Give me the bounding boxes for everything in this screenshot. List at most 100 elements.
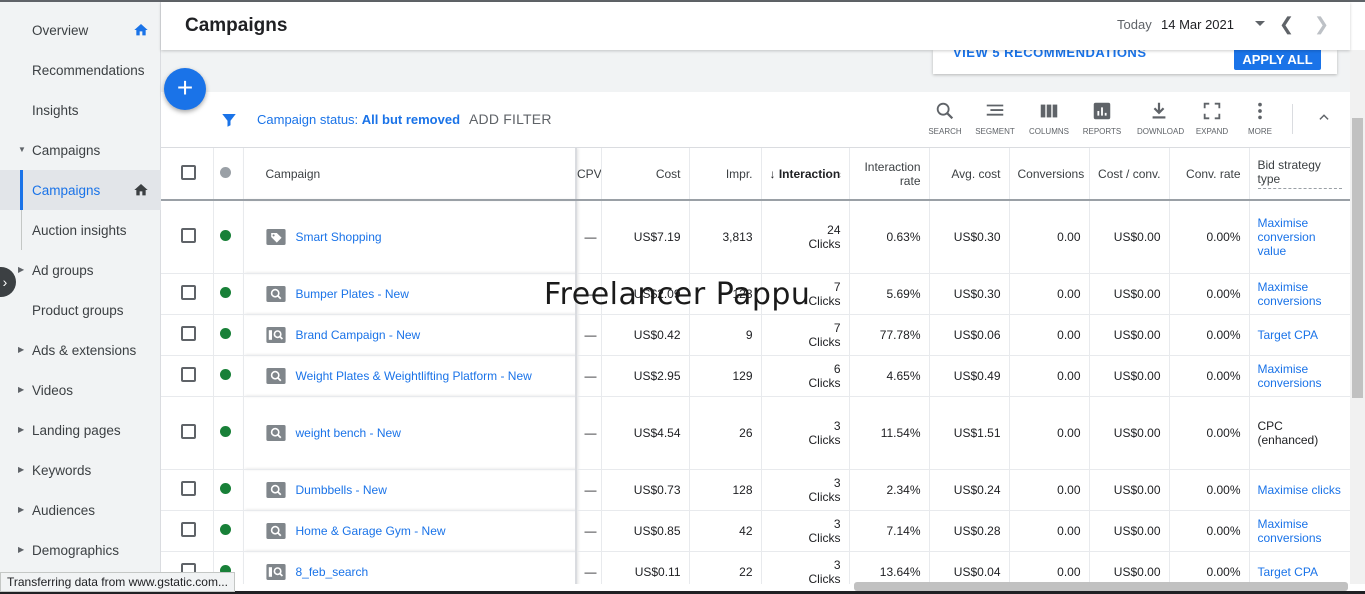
sidebar-item-auction-insights[interactable]: Auction insights (0, 210, 161, 250)
table-row[interactable]: Bumper Plates - New — US$2.09 123 7 Clicks 5.6… (161, 273, 1350, 315)
enabled-status-icon[interactable] (219, 482, 231, 494)
table-row[interactable]: Smart Shopping — US$7.19 3,813 24 Clicks 0.63%… (161, 200, 1350, 274)
more-tool[interactable]: MORE (1238, 100, 1282, 136)
sidebar-item-audiences[interactable]: ▶ Audiences (0, 490, 161, 530)
sidebar-item-demographics[interactable]: ▶ Demographics (0, 530, 161, 570)
conv-rate-cell: 0.00% (1169, 551, 1250, 584)
search-tool[interactable]: SEARCH (923, 100, 967, 136)
sidebar-item-label: Landing pages (32, 422, 121, 438)
enabled-status-icon[interactable] (219, 523, 231, 535)
enabled-status-icon[interactable] (219, 425, 231, 437)
table-row[interactable]: Dumbbells - New — US$0.73 128 3 Clicks 2.34% US… (161, 469, 1350, 511)
cpv-header[interactable]: CPV (576, 148, 602, 201)
campaign-link[interactable]: weight bench - New (295, 425, 401, 440)
chevron-right-icon[interactable]: › (0, 267, 16, 297)
avg-cost-cell: US$0.49 (929, 355, 1010, 397)
select-all-checkbox[interactable] (181, 164, 196, 180)
sidebar-item-ads-extensions[interactable]: ▶ Ads & extensions (0, 330, 161, 370)
chevron-right-icon[interactable]: ❯ (1314, 14, 1330, 34)
table-row[interactable]: Home & Garage Gym - New — US$0.85 42 3 Clicks… (161, 510, 1350, 552)
cost-per-conv-header[interactable]: Cost / conv. (1089, 148, 1170, 201)
impr-header[interactable]: Impr. (689, 148, 762, 201)
campaign-link[interactable]: Bumper Plates - New (295, 286, 409, 301)
campaign-link[interactable]: Smart Shopping (295, 229, 382, 244)
conversions-header[interactable]: Conversions (1009, 148, 1090, 201)
sidebar-item-campaigns[interactable]: ▼ Campaigns (0, 130, 161, 170)
sidebar-item-label: Ads & extensions (32, 342, 137, 358)
sidebar-item-landing-pages[interactable]: ▶ Landing pages (0, 410, 161, 450)
bid-strategy-link[interactable]: Maximise conversions (1257, 279, 1322, 308)
row-status-cell (213, 314, 244, 356)
bid-strategy-link[interactable]: Maximise clicks (1257, 482, 1341, 497)
table-row[interactable]: 8_feb_search — US$0.11 22 3 Clicks 13.64% US$0.… (161, 551, 1350, 584)
reports-tool[interactable]: REPORTS (1080, 100, 1124, 136)
enabled-status-icon[interactable] (219, 368, 231, 380)
row-checkbox[interactable] (181, 325, 196, 341)
columns-tool[interactable]: COLUMNS (1027, 100, 1071, 136)
enabled-status-icon[interactable] (219, 286, 231, 298)
row-checkbox[interactable] (181, 423, 196, 439)
chevron-up-icon[interactable] (1317, 110, 1331, 124)
enabled-status-icon[interactable] (219, 327, 231, 339)
campaign-status-filter[interactable]: Campaign status: All but removed (257, 112, 460, 127)
row-checkbox[interactable] (181, 284, 196, 300)
enabled-status-icon[interactable] (219, 229, 231, 241)
expand-tool[interactable]: EXPAND (1190, 100, 1234, 136)
bid-strategy-link[interactable]: Maximise conversion value (1257, 215, 1316, 258)
caret-right-icon[interactable]: ▶ (18, 545, 25, 554)
cost-header[interactable]: Cost (601, 148, 690, 201)
table-row[interactable]: weight bench - New — US$4.54 26 3 Clicks 11.54… (161, 396, 1350, 470)
sidebar-item-campaigns[interactable]: Campaigns (0, 170, 161, 210)
vertical-scrollbar-thumb[interactable] (1352, 118, 1363, 398)
date-range-value[interactable]: 14 Mar 2021 (1161, 17, 1234, 32)
row-checkbox[interactable] (181, 521, 196, 537)
campaign-link[interactable]: Dumbbells - New (295, 482, 387, 497)
bid-strategy-link[interactable]: Maximise conversions (1257, 361, 1322, 390)
interaction-rate-header[interactable]: Interaction rate (849, 148, 930, 201)
caret-down-icon[interactable]: ▼ (18, 145, 26, 154)
campaign-link[interactable]: Brand Campaign - New (295, 327, 421, 342)
campaign-link[interactable]: Home & Garage Gym - New (295, 523, 446, 538)
sidebar-item-videos[interactable]: ▶ Videos (0, 370, 161, 410)
sidebar-item-recommendations[interactable]: Recommendations (0, 50, 161, 90)
caret-right-icon[interactable]: ▶ (18, 505, 25, 514)
campaign-link[interactable]: Weight Plates & Weightlifting Platform -… (295, 368, 532, 383)
caret-right-icon[interactable]: ▶ (18, 265, 25, 274)
bid-strategy-header[interactable]: Bid strategy type (1249, 148, 1350, 201)
conv-rate-header[interactable]: Conv. rate (1169, 148, 1250, 201)
interactions-header[interactable]: ↓ Interactions (761, 148, 850, 201)
row-status-cell (213, 273, 244, 315)
sidebar-item-product-groups[interactable]: Product groups (0, 290, 161, 330)
row-checkbox[interactable] (181, 227, 196, 243)
sidebar-item-keywords[interactable]: ▶ Keywords (0, 450, 161, 490)
bid-strategy-link[interactable]: Maximise conversions (1257, 516, 1322, 545)
segment-tool[interactable]: SEGMENT (973, 100, 1017, 136)
chevron-left-icon[interactable]: ❮ (1279, 14, 1295, 34)
add-filter-button[interactable]: ADD FILTER (469, 111, 552, 127)
caret-right-icon[interactable]: ▶ (18, 385, 25, 394)
bid-strategy-link[interactable]: Target CPA (1257, 564, 1318, 579)
enabled-status-icon[interactable] (219, 564, 231, 576)
caret-right-icon[interactable]: ▶ (18, 465, 25, 474)
status-dot-icon[interactable] (219, 166, 231, 178)
sidebar-item-ad-groups[interactable]: ▶ Ad groups (0, 250, 161, 290)
filter-icon[interactable] (220, 111, 238, 129)
avg-cost-header[interactable]: Avg. cost (929, 148, 1010, 201)
caret-right-icon[interactable]: ▶ (18, 345, 25, 354)
row-checkbox[interactable] (181, 480, 196, 496)
sidebar-item-insights[interactable]: Insights (0, 90, 161, 130)
sidebar-item-overview[interactable]: Overview (0, 10, 161, 50)
caret-right-icon[interactable]: ▶ (18, 425, 25, 434)
caret-down-icon[interactable] (1255, 21, 1265, 26)
horizontal-scrollbar-thumb[interactable] (854, 582, 1348, 591)
bid-strategy-link[interactable]: Target CPA (1257, 327, 1318, 342)
table-row[interactable]: Brand Campaign - New — US$0.42 9 7 Clicks 77.7… (161, 314, 1350, 356)
view-recommendations-link[interactable]: VIEW 5 RECOMMENDATIONS (953, 50, 1147, 60)
download-tool[interactable]: DOWNLOAD (1137, 100, 1184, 136)
apply-all-button[interactable]: APPLY ALL (1234, 50, 1321, 70)
campaign-link[interactable]: 8_feb_search (295, 564, 369, 579)
table-row[interactable]: Weight Plates & Weightlifting Platform -… (161, 355, 1350, 397)
add-campaign-button[interactable]: + (164, 68, 206, 110)
campaign-header[interactable]: Campaign (243, 148, 577, 201)
row-checkbox[interactable] (181, 366, 196, 382)
